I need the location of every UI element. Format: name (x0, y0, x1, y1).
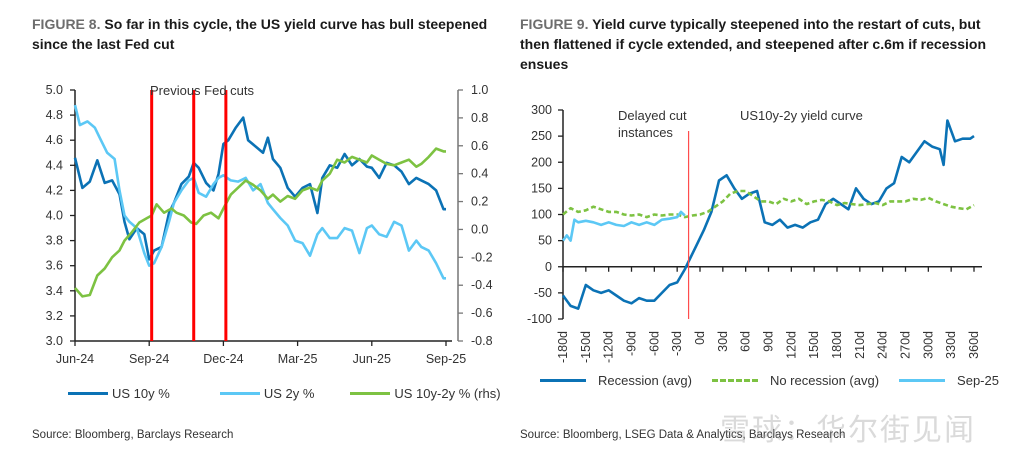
series-line (562, 189, 975, 219)
figure-9-source: Source: Bloomberg, LSEG Data & Analytics… (520, 429, 846, 441)
y-tick-label: 100 (531, 208, 552, 222)
legend-label-us2y: US 2y % (263, 386, 315, 401)
x-tick-label: -60d (647, 331, 661, 356)
x-tick-label: 210d (853, 331, 867, 359)
y-tick-label: 300 (531, 103, 552, 117)
annotation-yield-curve: US10y-2y yield curve (740, 108, 863, 123)
right-y-tick-label: 0.4 (471, 167, 488, 181)
left-y-tick-label: 4.6 (46, 133, 63, 147)
figure-9-title-text: Yield curve typically steepened into the… (520, 16, 987, 72)
series-line (73, 116, 446, 261)
right-y-tick-label: 0.0 (471, 222, 488, 236)
x-tick-label: Jun-24 (56, 352, 94, 366)
y-tick-label: -100 (527, 312, 552, 326)
x-tick-label: 360d (967, 331, 981, 359)
left-y-tick-label: 4.8 (46, 108, 63, 122)
x-tick-label: -150d (579, 331, 593, 363)
annotation-delayed-cut-line1: Delayed cut (618, 108, 687, 123)
figure-9-label: FIGURE 9. (520, 16, 589, 32)
left-y-tick-label: 4.2 (46, 183, 63, 197)
x-tick-label: -90d (625, 331, 639, 356)
x-tick-label: 120d (784, 331, 798, 359)
left-y-tick-label: 4.4 (46, 158, 63, 172)
series-line (74, 147, 446, 298)
y-tick-label: 200 (531, 155, 552, 169)
x-tick-label: 270d (899, 331, 913, 359)
figure-8-label: FIGURE 8. (32, 16, 101, 32)
y-tick-label: 150 (531, 181, 552, 195)
legend-label-recession: Recession (avg) (598, 373, 692, 388)
left-y-tick-label: 3.4 (46, 284, 63, 298)
x-tick-label: Mar-25 (278, 352, 318, 366)
watermark: 雪球：华尔街见闻 (720, 413, 976, 448)
legend-label-spread: US 10y-2y % (rhs) (394, 386, 501, 401)
figure-9-legend: Recession (avg) No recession (avg) Sep-2… (540, 373, 999, 388)
x-tick-label: 180d (830, 331, 844, 359)
legend-swatch-spread (350, 392, 391, 395)
x-tick-label: Jun-25 (353, 352, 391, 366)
figure-8-legend: US 10y % US 2y % US 10y-2y % (rhs) (68, 386, 501, 401)
x-tick-label: 150d (807, 331, 821, 359)
figure-9-title: FIGURE 9. Yield curve typically steepene… (520, 14, 1000, 74)
legend-label-us10y: US 10y % (112, 386, 170, 401)
legend-label-no-recession: No recession (avg) (769, 373, 880, 388)
annotation-previous-fed-cuts: Previous Fed cuts (150, 83, 255, 98)
left-y-tick-label: 3.0 (46, 334, 63, 348)
right-y-tick-label: -0.8 (471, 334, 493, 348)
x-tick-label: 330d (944, 331, 958, 359)
legend-swatch-sep25 (899, 379, 946, 382)
y-tick-label: 50 (538, 234, 552, 248)
right-y-tick-label: 0.2 (471, 195, 488, 209)
legend-swatch-no-recession (711, 379, 758, 382)
right-y-tick-label: -0.2 (471, 250, 493, 264)
right-y-tick-label: -0.6 (471, 306, 493, 320)
annotation-delayed-cut-line2: instances (618, 125, 673, 140)
figure-8-source: Source: Bloomberg, Barclays Research (32, 429, 234, 441)
left-y-tick-label: 3.6 (46, 259, 63, 273)
figure-8-title: FIGURE 8. So far in this cycle, the US y… (32, 14, 502, 54)
x-tick-label: -120d (602, 331, 616, 363)
right-y-tick-label: 1.0 (471, 83, 488, 97)
x-tick-label: -180d (556, 331, 570, 363)
legend-swatch-us10y (68, 392, 108, 395)
x-tick-label: Sep-25 (426, 352, 466, 366)
y-tick-label: -50 (534, 286, 552, 300)
left-y-tick-label: 3.8 (46, 234, 63, 248)
left-y-tick-label: 5.0 (46, 83, 63, 97)
left-y-tick-label: 3.2 (46, 309, 63, 323)
x-tick-label: -30d (670, 331, 684, 356)
x-tick-label: 0d (693, 331, 707, 345)
figure-8-title-text: So far in this cycle, the US yield curve… (32, 16, 488, 52)
series-line (561, 119, 975, 310)
figure-8-chart: 5.0 4.8 4.6 4.4 4.2 4.0 3.8 3.6 3.4 3.2 3.0 1.0 0.8 0… (46, 83, 493, 366)
right-y-tick-label: 0.8 (471, 111, 488, 125)
x-tick-label: 90d (762, 331, 776, 352)
x-tick-label: Sep-24 (129, 352, 169, 366)
legend-label-sep25: Sep-25 (957, 373, 999, 388)
x-tick-label: 240d (876, 331, 890, 359)
series-line (561, 210, 686, 242)
legend-swatch-recession (540, 379, 586, 382)
series-line (73, 104, 446, 280)
left-y-tick-label: 4.0 (46, 209, 63, 223)
right-y-tick-label: -0.4 (471, 278, 493, 292)
y-tick-label: 250 (531, 129, 552, 143)
x-tick-label: 300d (921, 331, 935, 359)
right-y-tick-label: 0.6 (471, 139, 488, 153)
y-tick-label: 0 (545, 260, 552, 274)
x-tick-label: Dec-24 (203, 352, 243, 366)
x-tick-label: 60d (739, 331, 753, 352)
legend-swatch-us2y (219, 392, 260, 395)
x-tick-label: 30d (716, 331, 730, 352)
